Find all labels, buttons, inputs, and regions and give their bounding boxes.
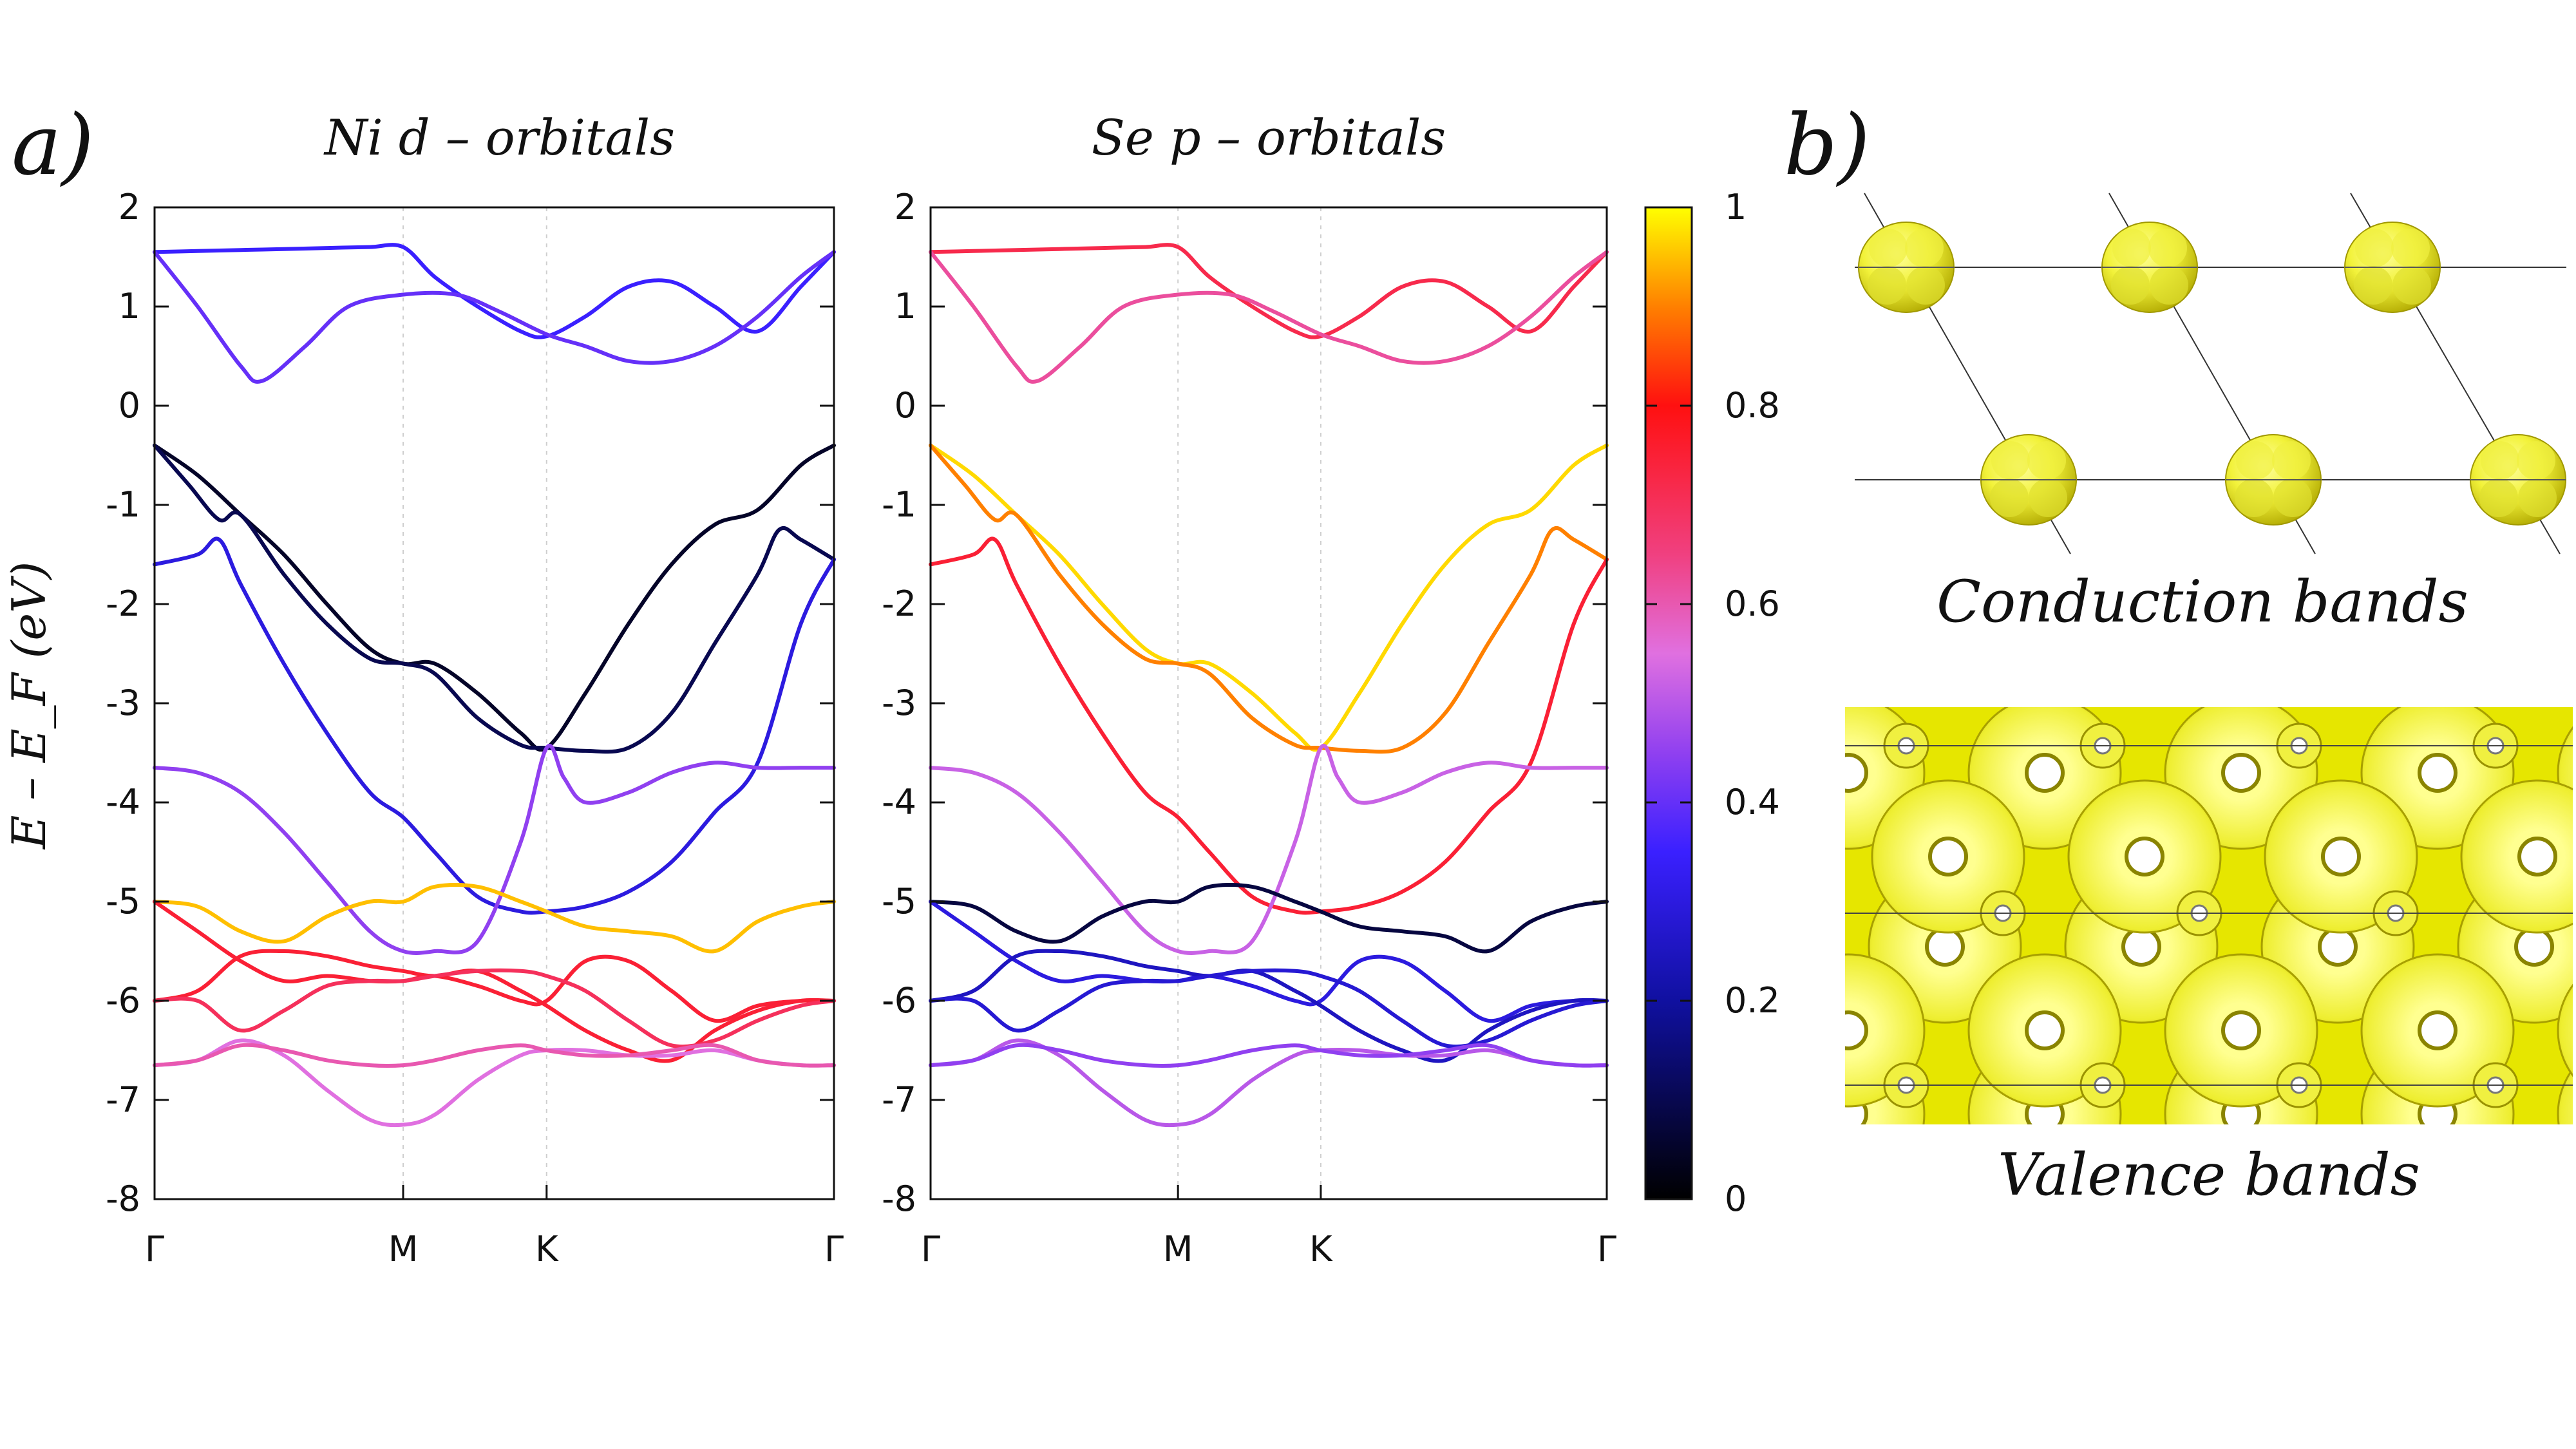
valence-bands-image (1845, 707, 2573, 1124)
y-tick-label: 0 (118, 385, 140, 426)
colorbar-tick-label: 0.6 (1725, 583, 1780, 624)
y-tick-label: -6 (882, 980, 916, 1021)
band-line (153, 443, 836, 752)
y-tick-label: -8 (882, 1179, 916, 1219)
band-line (929, 883, 1609, 954)
band-line (153, 968, 836, 1049)
x-tick-label: Γ (824, 1229, 844, 1269)
x-tick-label: M (388, 1229, 419, 1269)
conduction-bands-image (1855, 193, 2566, 554)
y-tick-label: 1 (118, 286, 140, 327)
band-line (929, 443, 1609, 752)
band-line (929, 949, 1609, 1063)
x-tick-label: K (535, 1229, 559, 1269)
band-line (929, 1038, 1609, 1128)
band-line (929, 900, 1609, 1023)
chart-title-ni: Ni d – orbitals (323, 109, 675, 166)
colorbar-tick-label: 0.8 (1725, 385, 1780, 426)
orbital-isosurface (1871, 779, 2025, 934)
x-tick-label: Γ (145, 1229, 164, 1269)
orbital-isosurface (2225, 434, 2322, 526)
y-tick-label: -1 (882, 484, 916, 525)
band-line (929, 250, 1609, 384)
band-line (153, 1038, 836, 1128)
colorbar-tick-label: 0.2 (1725, 980, 1780, 1021)
y-tick-label: 0 (895, 385, 916, 426)
y-tick-label: -7 (106, 1079, 140, 1120)
orbital-isosurface (2344, 222, 2441, 313)
x-tick-label: Γ (921, 1229, 940, 1269)
caption-valence: Valence bands (1998, 1141, 2420, 1209)
orbital-isosurface (2067, 779, 2222, 934)
y-tick-label: 2 (895, 187, 916, 227)
band-line (153, 744, 836, 955)
band-line (153, 443, 836, 754)
orbital-isosurface (2460, 779, 2573, 934)
band-line (153, 243, 836, 339)
band-line (153, 1043, 836, 1068)
colorbar-gradient (1644, 206, 1693, 1200)
orbital-isosurface (2557, 983, 2573, 1077)
x-tick-label: Γ (1597, 1229, 1616, 1269)
band-plot-se: 210-1-2-3-4-5-6-7-8Γ M K Γ (882, 187, 1616, 1269)
band-line (153, 250, 836, 384)
chart-title-se: Se p – orbitals (1092, 109, 1446, 166)
y-tick-label: -7 (882, 1079, 916, 1120)
orbital-isosurface (1967, 953, 2122, 1108)
colorbar-tick-label: 0 (1725, 1179, 1747, 1219)
x-tick-label: K (1309, 1229, 1333, 1269)
colorbar-tick-label: 0.4 (1725, 782, 1780, 822)
orbital-isosurface (2264, 779, 2418, 934)
y-tick-label: -5 (106, 881, 140, 922)
band-line (153, 900, 836, 1023)
orbital-isosurface (1980, 434, 2077, 526)
band-line (153, 536, 836, 915)
band-line (929, 536, 1609, 915)
band-line (929, 968, 1609, 1049)
y-tick-label: -4 (106, 782, 140, 822)
band-line (929, 443, 1609, 754)
x-tick-label: M (1163, 1229, 1193, 1269)
y-tick-label: -2 (106, 583, 140, 624)
y-tick-label: 2 (118, 187, 140, 227)
orbital-isosurface (2101, 222, 2198, 313)
y-axis-label: E – E_F (eV) (2, 562, 56, 851)
y-tick-label: -1 (106, 484, 140, 525)
caption-conduction: Conduction bands (1937, 568, 2468, 636)
y-tick-label: -3 (882, 683, 916, 723)
y-tick-label: -5 (882, 881, 916, 922)
y-tick-label: -4 (882, 782, 916, 822)
orbital-isosurface (2360, 953, 2515, 1108)
panel-b-label: b) (1784, 96, 1870, 194)
band-line (929, 243, 1609, 339)
y-tick-label: -8 (106, 1179, 140, 1219)
band-line (153, 883, 836, 954)
y-tick-label: -6 (106, 980, 140, 1021)
orbital-isosurface (2470, 434, 2566, 526)
colorbar-tick-label: 1 (1725, 187, 1747, 227)
y-tick-label: -3 (106, 683, 140, 723)
panel-a-label: a) (12, 96, 94, 194)
band-line (153, 949, 836, 1063)
y-tick-label: 1 (895, 286, 916, 327)
band-line (929, 1043, 1609, 1068)
orbital-isosurface (2164, 953, 2318, 1108)
band-plot-ni: 210-1-2-3-4-5-6-7-8Γ M K Γ (106, 187, 844, 1269)
y-tick-label: -2 (882, 583, 916, 624)
orbital-isosurface (1858, 222, 1955, 313)
orbital-isosurface (2557, 1067, 2573, 1124)
colorbar: 0 0.2 0.4 0.6 0.8 1 (1644, 187, 1780, 1219)
band-line (929, 744, 1609, 955)
